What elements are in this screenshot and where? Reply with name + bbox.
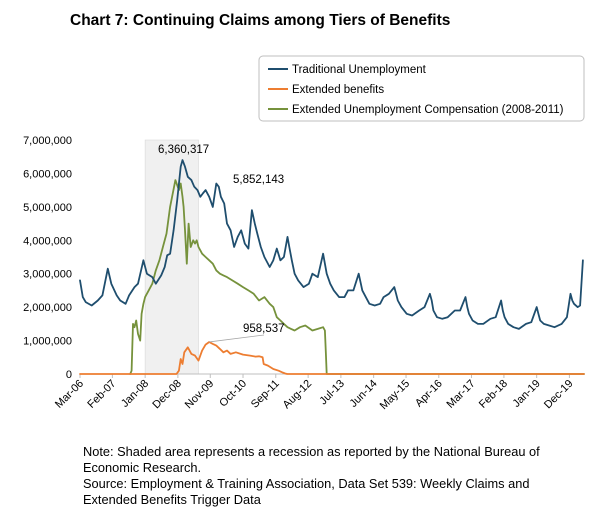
x-tick-label: May-15 — [378, 378, 412, 412]
x-tick-label: Dec-19 — [542, 378, 576, 412]
y-tick-label: 7,000,000 — [23, 135, 72, 147]
x-tick-label: Nov-09 — [183, 378, 217, 412]
note-line-4: Extended Benefits Trigger Data — [83, 492, 261, 507]
legend-box — [258, 55, 585, 122]
y-tick-label: 3,000,000 — [23, 269, 72, 281]
recession-shading — [144, 139, 199, 375]
annotation-eb-peak: 958,537 — [243, 323, 285, 335]
note-line-2: Economic Research. — [83, 460, 202, 475]
annotation-leader-line — [209, 334, 265, 343]
y-tick-label: 4,000,000 — [23, 235, 72, 247]
line-chart: 0 1,000,000 2,000,000 3,000,000 4,000,000 5,0… — [23, 55, 585, 412]
x-tick-label: Jul-13 — [317, 378, 347, 408]
y-tick-label: 0 — [66, 369, 72, 381]
chart-title: Chart 7: Continuing Claims among Tiers o… — [70, 12, 451, 29]
series-line-traditional — [79, 159, 584, 330]
y-tick-label: 1,000,000 — [23, 336, 72, 348]
note-line-1: Note: Shaded area represents a recession… — [83, 444, 540, 459]
x-tick-label: Feb-18 — [477, 378, 510, 411]
series-line-euc — [129, 179, 585, 375]
note-line-3: Source: Employment & Training Associatio… — [83, 476, 530, 491]
x-tick-label: Jan-19 — [511, 378, 543, 410]
x-tick-label: Apr-16 — [413, 378, 445, 410]
x-tick-label: Jun-14 — [347, 378, 379, 410]
y-tick-label: 5,000,000 — [23, 202, 72, 214]
x-tick-label: Sep-11 — [249, 378, 282, 411]
series-line-extended-benefits — [79, 341, 585, 375]
x-tick-label: Dec-08 — [150, 378, 184, 412]
legend-label: Extended benefits — [292, 84, 384, 96]
x-tick-label: Mar-06 — [53, 378, 86, 411]
x-tick-label: Mar-17 — [445, 378, 478, 411]
annotation-traditional-peak: 6,360,317 — [158, 144, 209, 156]
x-tick-label: Aug-12 — [281, 378, 315, 412]
annotation-euc-peak: 5,852,143 — [233, 174, 284, 186]
y-tick-label: 6,000,000 — [23, 168, 72, 180]
legend-label: Extended Unemployment Compensation (2008… — [292, 104, 564, 116]
x-tick-label: Oct-10 — [217, 378, 249, 410]
chart-note: Note: Shaded area represents a recession… — [83, 444, 593, 508]
legend-label: Traditional Unemployment — [292, 64, 427, 76]
x-tick-label: Jan-08 — [119, 378, 151, 410]
y-tick-label: 2,000,000 — [23, 302, 72, 314]
x-tick-label: Feb-07 — [85, 378, 118, 411]
